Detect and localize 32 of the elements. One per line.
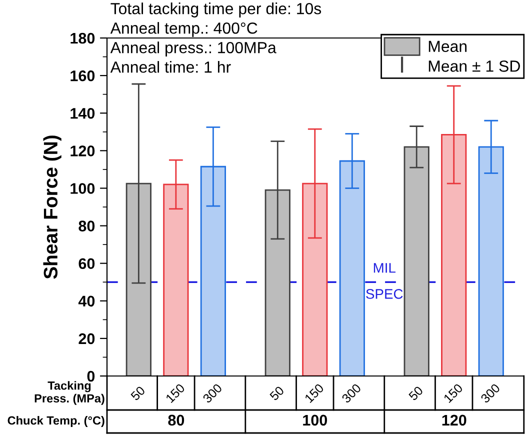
x-tick-label: 50: [130, 386, 146, 401]
x-tick-label: 150: [304, 383, 324, 404]
x-tick-label: 150: [165, 383, 186, 404]
y-tick-label: 0: [87, 370, 95, 382]
x-tick-label: 150: [443, 383, 464, 404]
y-tick-label: 40: [78, 296, 95, 307]
y-tick-label: 160: [70, 70, 95, 82]
ref-line-label: MIL SPEC: [366, 263, 403, 299]
x-tick-label: 50: [269, 386, 285, 401]
text: Tacking Press. (MPa): [34, 381, 104, 405]
x-tick-label: 50: [408, 386, 424, 401]
text: 100: [303, 414, 328, 426]
text: Anneal temp.: 400°C: [110, 22, 258, 37]
annotation: Mean ± 1 SD: [428, 60, 520, 72]
text: 120: [442, 414, 466, 426]
y-axis-title: Shear Force (N): [43, 136, 62, 279]
y-tick-label: 120: [70, 146, 95, 156]
y-tick-label: 60: [78, 258, 95, 270]
y-tick-label: 20: [78, 333, 95, 344]
x-tick-label: 300: [341, 383, 362, 404]
y-tick-label: 180: [70, 32, 95, 44]
annotation: Anneal time: 1 hr: [110, 61, 231, 73]
x-tick-label: 300: [480, 383, 501, 404]
text: Total tacking time per die: 10s: [110, 2, 322, 18]
annotation: Anneal press.: 100MPa: [110, 42, 276, 56]
y-tick-label: 80: [78, 220, 95, 232]
text: 80: [168, 414, 184, 426]
y-tick-label: 100: [70, 183, 95, 194]
text: Chuck Temp. (°C): [8, 416, 104, 427]
y-tick-label: 140: [70, 108, 95, 119]
legend-label: Mean: [428, 40, 467, 52]
x-tick-label: 300: [202, 383, 223, 404]
